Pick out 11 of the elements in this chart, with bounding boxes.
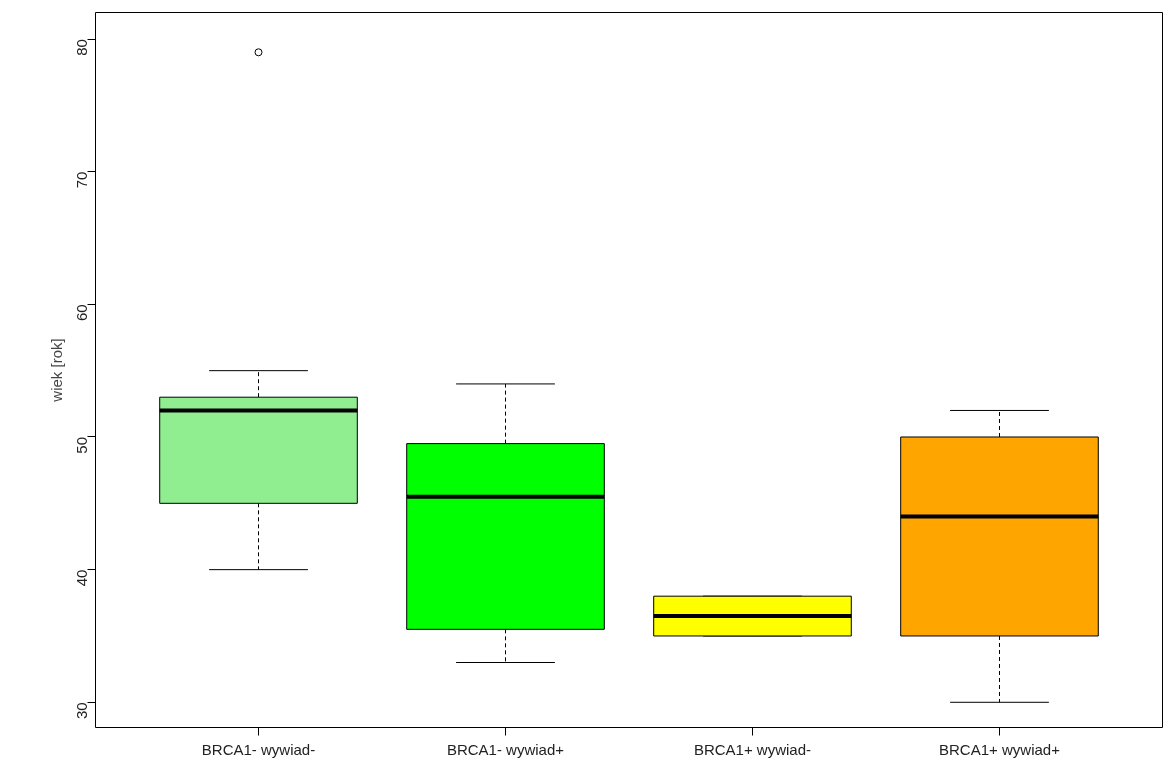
y-tick-label: 40 — [73, 569, 91, 587]
y-tick-label: 30 — [73, 702, 91, 719]
x-tick-label: BRCA1- wywiad+ — [446, 740, 565, 758]
y-axis-title: wiek [rok] — [47, 338, 65, 403]
x-tick-label: BRCA1+ wywiad+ — [939, 740, 1061, 758]
y-tick-label: 50 — [73, 436, 91, 454]
y-tick-label: 80 — [73, 39, 91, 56]
x-tick-label: BRCA1+ wywiad- — [693, 740, 812, 758]
y-tick-label: 60 — [73, 304, 91, 322]
y-tick-label: 70 — [73, 171, 91, 189]
x-tick-label: BRCA1- wywiad- — [201, 740, 316, 758]
